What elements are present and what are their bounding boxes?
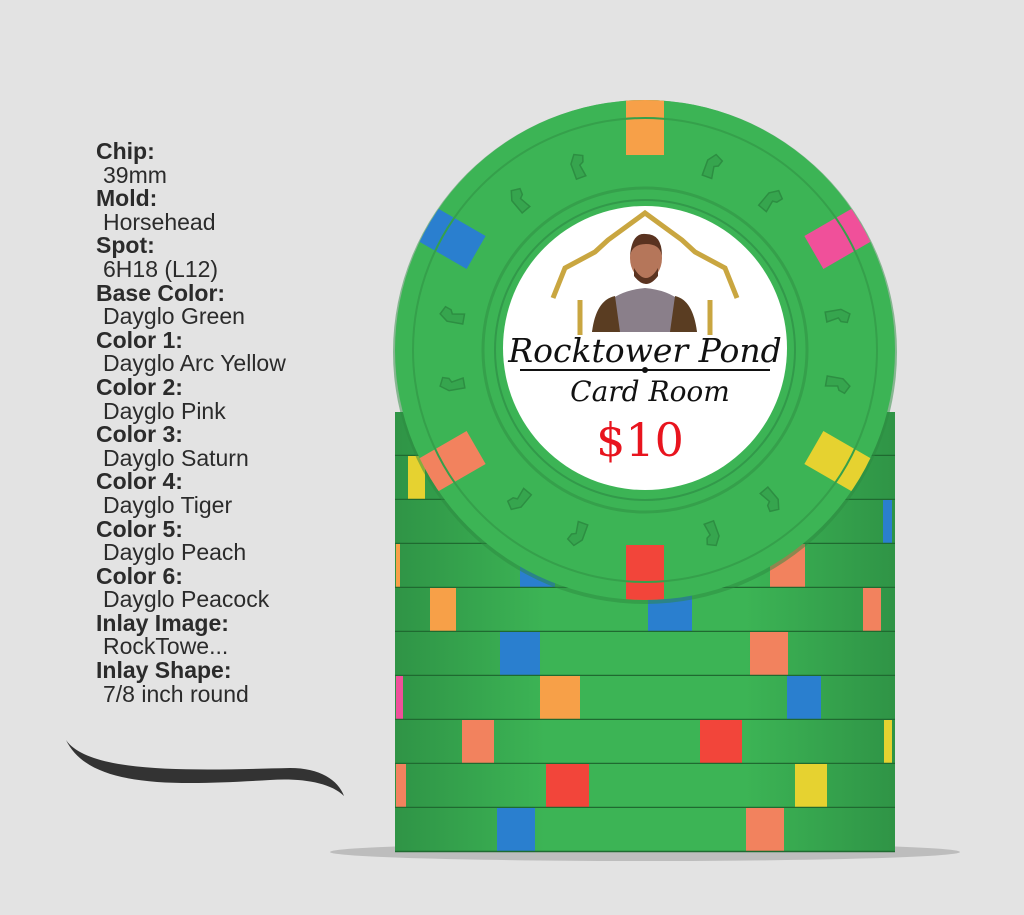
edge-spot [396,676,403,719]
inlay-title-line2: Card Room [570,375,730,408]
horsehead-icon [439,305,466,325]
edge-spot [700,720,742,763]
chip-edge-spot [626,100,664,155]
spec-value-color-4: Dayglo Tiger [103,491,233,518]
spec-label-color-5: Color 5: [96,515,183,542]
stacked-chip [395,720,895,765]
chip-edge-spot [626,545,664,600]
spec-label-color-3: Color 3: [96,421,183,448]
inlay-portrait [550,209,740,335]
chip-edge-spot [804,206,876,269]
spec-label-color-1: Color 1: [96,326,183,353]
edge-spot [883,500,892,543]
spec-label-inlay-image: Inlay Image: [96,609,229,636]
horsehead-icon [439,376,466,392]
horsehead-icon [570,153,587,181]
spec-label-color-6: Color 6: [96,562,183,589]
spec-value-inlay-shape: 7/8 inch round [103,680,249,707]
chip-edge-spot [804,431,876,494]
edge-spot [430,588,456,631]
edge-spot [500,632,540,675]
horsehead-icon [703,519,720,547]
edge-spot [540,676,580,719]
spec-value-color-5: Dayglo Peach [103,539,247,566]
stacked-chip [395,764,895,809]
horsehead-icon [566,520,589,547]
stacked-chip [395,808,895,853]
stacked-chip [395,588,895,633]
spec-value-inlay-image: RockTowe... [103,633,229,660]
horsehead-icon [757,189,784,213]
stacked-chip [395,676,895,721]
spec-label-color-4: Color 4: [96,468,183,495]
edge-spot [746,808,784,851]
spec-label-color-2: Color 2: [96,373,183,400]
denomination: $10 [596,413,684,467]
horsehead-icon [510,187,531,214]
edge-spot [884,720,892,763]
horsehead-icon [759,486,780,513]
horsehead-icon [824,375,851,395]
edge-spot [396,544,400,587]
spec-value-mold: Horsehead [103,208,216,235]
spec-value-spot: 6H18 (L12) [103,255,219,282]
edge-spot [787,676,821,719]
edge-spot [497,808,535,851]
edge-spot [462,720,494,763]
spec-label-inlay-shape: Inlay Shape: [96,657,232,684]
spec-label-chip: Chip: [96,138,155,164]
stacked-chip [395,632,895,677]
top-chip: Rocktower Pond Card Room $10 [393,100,897,604]
inlay-title-line1: Rocktower Pond [507,331,781,370]
chip-edge-spot [414,431,486,494]
horsehead-icon [824,308,851,324]
horsehead-icon [701,153,724,180]
spec-value-base-color: Dayglo Green [103,303,245,330]
spec-value-color-2: Dayglo Pink [103,397,226,424]
spec-label-base-color: Base Color: [96,279,226,306]
decorative-swoosh [66,740,344,796]
edge-spot [795,764,827,807]
spec-value-color-1: Dayglo Arc Yellow [103,350,286,377]
spec-value-color-6: Dayglo Peacock [103,586,270,613]
spec-label-spot: Spot: [96,232,155,259]
edge-spot [396,764,406,807]
spec-value-chip: 39mm [103,161,167,188]
spec-label-mold: Mold: [96,185,158,212]
chip-edge-spot [414,206,486,269]
edge-spot [863,588,881,631]
chip-spec-list: Chip: 39mm Mold: Horsehead Spot: 6H18 (L… [96,138,286,707]
edge-spot [750,632,788,675]
inlay [503,206,787,490]
edge-spot [546,764,589,807]
horsehead-icon [506,487,533,511]
spec-value-color-3: Dayglo Saturn [103,444,249,471]
